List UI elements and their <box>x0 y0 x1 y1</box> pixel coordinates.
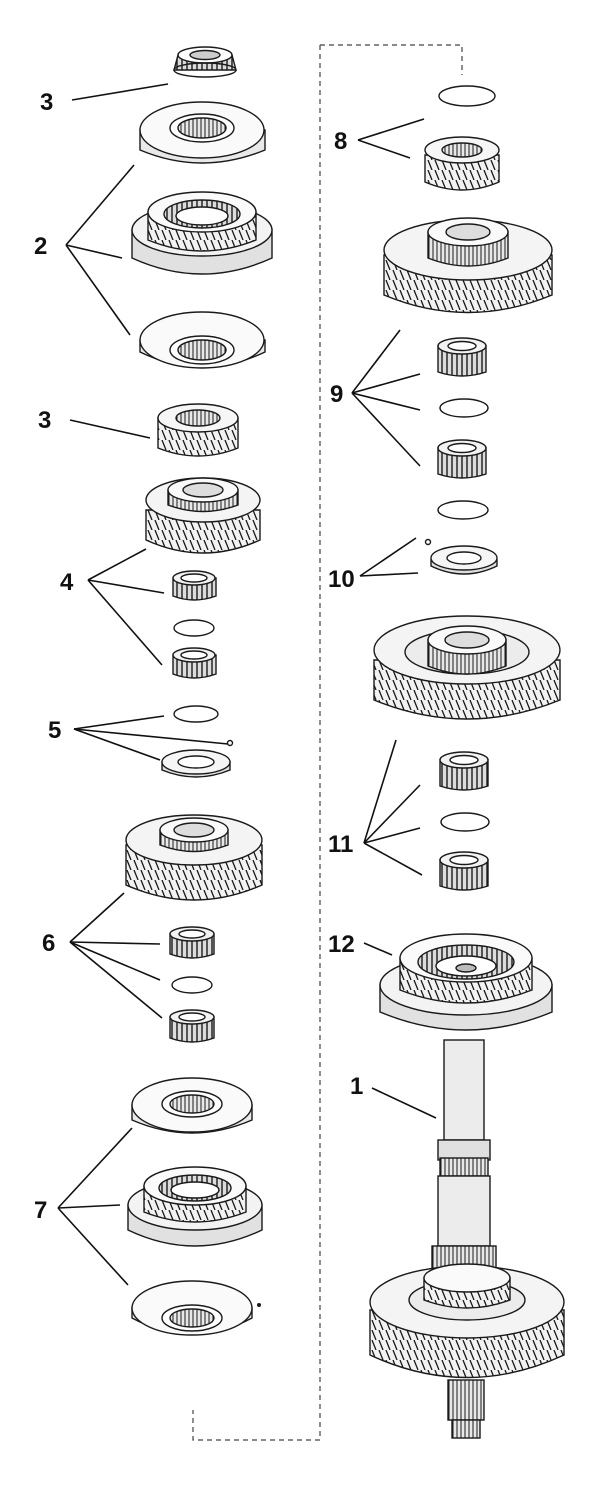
callout-2: 2 <box>34 233 47 260</box>
synchro-cone-lower-2 <box>131 1280 261 1336</box>
spacer-ring-9 <box>439 398 489 418</box>
needle-bearing-6a <box>169 926 215 959</box>
needle-bearing-6b <box>169 1009 215 1043</box>
thrust-washer-10 <box>424 538 498 575</box>
spacer-ring-6 <box>171 976 213 994</box>
needle-bearing-4a <box>172 570 217 601</box>
callout-9: 9 <box>330 381 343 408</box>
callout-6: 6 <box>42 930 55 957</box>
callout-5: 5 <box>48 717 61 744</box>
leader-lines <box>57 83 437 1286</box>
callout-labels: 3 2 3 4 5 6 7 8 9 10 11 12 1 <box>34 89 363 1224</box>
synchronizer-12 <box>379 933 553 1031</box>
callout-12: 12 <box>328 931 355 958</box>
callout-7: 7 <box>34 1197 47 1224</box>
needle-bearing-9a <box>437 337 487 377</box>
callout-8: 8 <box>334 128 347 155</box>
spur-gear-8 <box>424 136 500 191</box>
callout-4: 4 <box>60 569 74 596</box>
needle-bearing-11a <box>439 751 489 791</box>
needle-bearing-4b <box>172 647 217 679</box>
synchro-cone-upper-2 <box>131 1077 253 1134</box>
snap-ring-8 <box>438 85 496 107</box>
axis-bracket <box>192 44 463 1441</box>
helical-gear-left-2 <box>125 814 263 901</box>
callout-1: 1 <box>350 1073 363 1100</box>
snap-ring-5 <box>173 705 219 723</box>
helical-gear-left-1 <box>145 477 261 554</box>
spacer-ring-11 <box>440 812 490 832</box>
needle-bearing-9b <box>437 439 487 479</box>
bearing-cone-top <box>173 46 237 78</box>
main-shaft <box>369 1039 565 1439</box>
helical-gear-right-2 <box>373 615 561 720</box>
needle-bearing-11b <box>439 851 489 891</box>
thrust-washer-5 <box>161 739 234 778</box>
synchro-cone-upper <box>139 101 266 164</box>
callout-3-upper: 3 <box>40 89 53 116</box>
synchronizer-hub-upper <box>131 191 273 275</box>
callout-11: 11 <box>328 831 353 858</box>
spacer-ring-4 <box>173 619 215 637</box>
callout-10: 10 <box>328 566 355 593</box>
snap-ring-10 <box>437 500 489 520</box>
helical-gear-right-1 <box>383 217 553 314</box>
spur-gear-small <box>157 403 239 457</box>
callout-3-lower: 3 <box>38 407 51 434</box>
synchro-cone-lower <box>139 311 266 369</box>
synchronizer-hub-lower <box>127 1166 263 1247</box>
